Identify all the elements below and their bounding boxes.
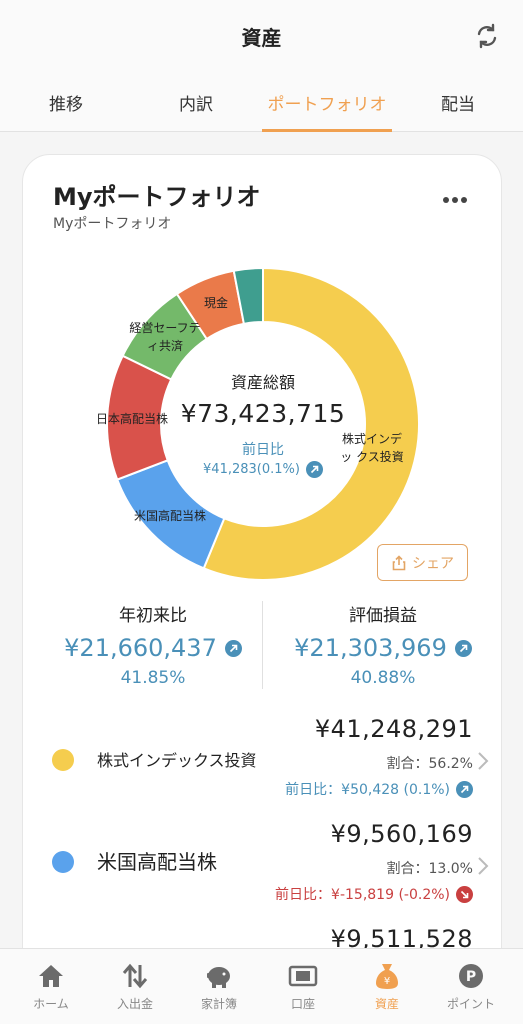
nav-household[interactable]: 家計簿 — [177, 949, 261, 1024]
holding-day-change: 前日比：¥50,428 (0.1%) — [285, 779, 473, 799]
tab-bar: 推移 内訳 ポートフォリオ 配当 — [0, 72, 523, 132]
chevron-right-icon — [478, 857, 489, 875]
assets-bag-icon: ¥ — [372, 961, 402, 991]
active-tab-indicator — [262, 129, 392, 132]
account-card-icon — [288, 961, 318, 991]
ytd-percent: 41.85% — [120, 668, 186, 688]
holding-name: 米国高配当株 — [97, 850, 217, 874]
donut-slice-5[interactable] — [232, 268, 264, 325]
transfer-icon — [120, 961, 150, 991]
trend-down-icon — [456, 885, 473, 903]
donut-label-jp: 日本高配当株 — [95, 412, 168, 426]
unrealized-pl-stat: 評価損益 ¥21,303,969 40.88% — [273, 601, 493, 688]
pl-label: 評価損益 — [349, 606, 417, 626]
donut-label-cash: 現金 — [203, 296, 228, 310]
holding-day-change: 前日比：¥-15,819 (-0.2%) — [275, 884, 473, 904]
stat-divider — [262, 601, 263, 689]
ytd-stat: 年初来比 ¥21,660,437 41.85% — [43, 601, 263, 688]
pl-value: ¥21,303,969 — [273, 634, 493, 662]
refresh-icon[interactable] — [473, 22, 501, 50]
pl-percent: 40.88% — [350, 668, 416, 688]
nav-points[interactable]: P ポイント — [429, 949, 513, 1024]
tab-dividend[interactable]: 配当 — [441, 94, 475, 115]
holding-ratio: 割合：56.2% — [386, 756, 473, 772]
nav-transfer[interactable]: 入出金 — [93, 949, 177, 1024]
holding-row-index[interactable]: 株式インデックス投資 ¥41,248,291 割合：56.2% 前日比：¥50,… — [23, 715, 503, 825]
nav-home[interactable]: ホーム — [9, 949, 93, 1024]
day-change-label: 前日比 — [242, 442, 284, 458]
trend-up-icon — [224, 639, 242, 657]
donut-label-index: 株式インデッ クス投資 — [340, 432, 404, 464]
tab-portfolio[interactable]: ポートフォリオ — [267, 94, 387, 115]
portfolio-donut-chart — [107, 268, 419, 580]
holding-name: 株式インデックス投資 — [97, 751, 257, 770]
page-title: 資産 — [241, 25, 282, 50]
donut-label-kyosai: 経営セーフテ ィ共済 — [129, 321, 201, 353]
ytd-label: 年初来比 — [119, 606, 187, 626]
bottom-navigation: ホーム 入出金 家計簿 口座 ¥ 資産 P ポイント — [0, 948, 523, 1024]
ytd-value: ¥21,660,437 — [43, 634, 263, 662]
donut-label-us: 米国高配当株 — [133, 509, 206, 523]
card-subtitle: Myポートフォリオ — [53, 216, 172, 232]
svg-text:P: P — [466, 969, 476, 985]
more-options-icon[interactable] — [443, 197, 467, 205]
total-assets-label: 資産総額 — [230, 373, 295, 392]
trend-up-icon — [454, 639, 472, 657]
nav-account[interactable]: 口座 — [261, 949, 345, 1024]
portfolio-card: Myポートフォリオ Myポートフォリオ 株式インデッ クス投資 米国高配当株 日… — [22, 154, 502, 984]
tab-trend[interactable]: 推移 — [49, 94, 83, 115]
trend-up-icon — [305, 461, 323, 478]
tab-breakdown[interactable]: 内訳 — [179, 94, 213, 115]
holding-ratio: 割合：13.0% — [386, 861, 473, 877]
legend-dot — [52, 851, 74, 873]
holding-amount: ¥9,560,169 — [330, 820, 473, 848]
day-change-value: ¥41,283(0.1%) — [173, 461, 353, 478]
legend-dot — [52, 749, 74, 771]
total-assets-value: ¥73,423,715 — [180, 399, 346, 428]
chevron-right-icon — [478, 752, 489, 770]
piggy-bank-icon — [204, 961, 234, 991]
trend-up-icon — [456, 780, 473, 798]
home-icon — [36, 961, 66, 991]
holding-amount: ¥41,248,291 — [314, 715, 473, 743]
nav-assets[interactable]: ¥ 資産 — [345, 949, 429, 1024]
donut-slice-0[interactable] — [202, 268, 419, 580]
holding-row-us[interactable]: 米国高配当株 ¥9,560,169 割合：13.0% 前日比：¥-15,819 … — [23, 820, 503, 930]
svg-text:¥: ¥ — [384, 976, 390, 987]
app-header: 資産 — [0, 0, 523, 72]
card-title: Myポートフォリオ — [53, 183, 261, 211]
points-icon: P — [456, 961, 486, 991]
share-icon — [392, 554, 406, 570]
share-button[interactable]: シェア — [377, 544, 468, 581]
